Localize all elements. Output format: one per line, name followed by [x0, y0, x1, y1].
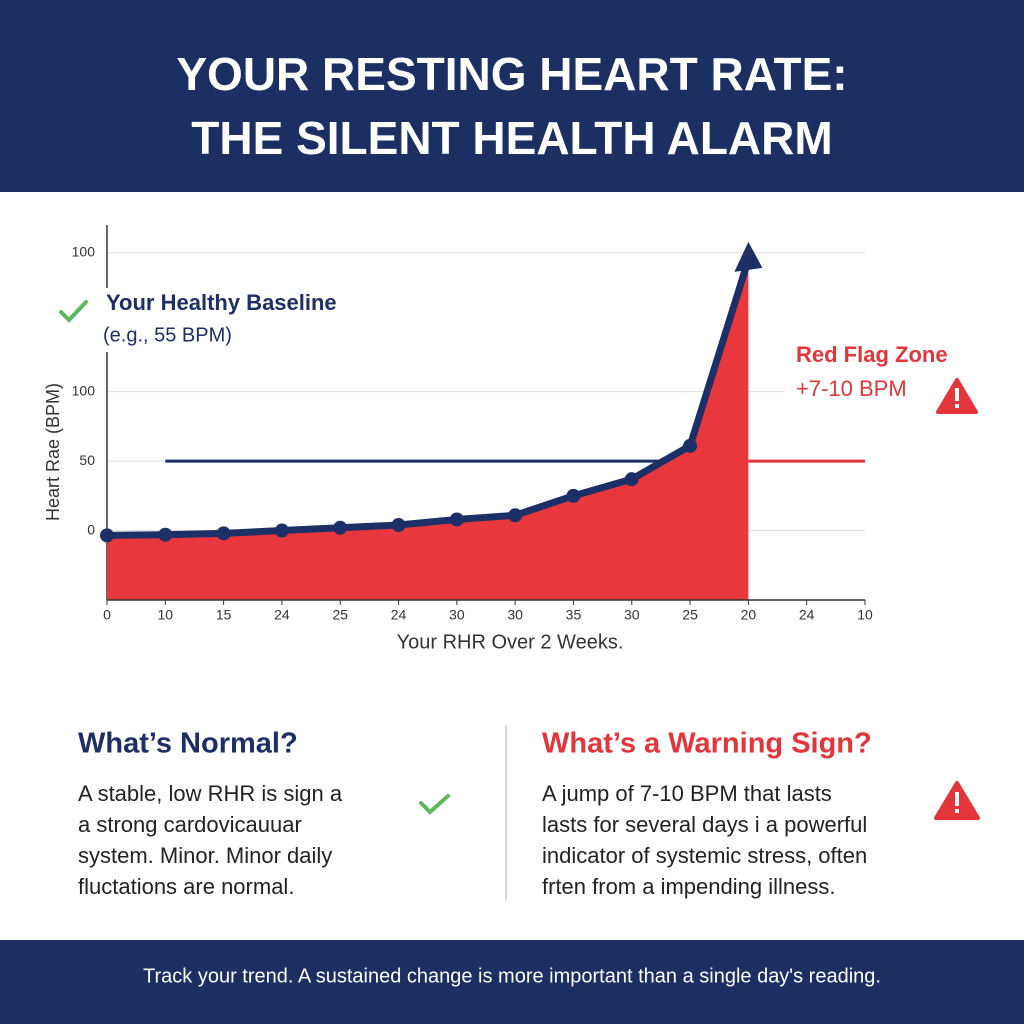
x-tick-label: 24: [799, 607, 815, 623]
x-tick-label: 25: [682, 607, 698, 623]
data-point: [508, 508, 523, 523]
section-text: A stable, low RHR is sign a: [78, 781, 343, 806]
x-tick-label: 24: [391, 607, 407, 623]
trend-line: [106, 258, 752, 539]
header-band: [0, 0, 1024, 192]
warning-icon: [934, 781, 980, 820]
annotation-text: +7-10 BPM: [796, 376, 907, 401]
section-text: system. Minor. Minor daily: [78, 843, 332, 868]
y-tick-label: 100: [72, 382, 96, 398]
x-tick-label: 24: [274, 607, 290, 623]
annotation-text: (e.g., 55 BPM): [103, 324, 232, 346]
x-tick-label: 10: [857, 607, 873, 623]
section-heading: What’s Normal?: [78, 728, 298, 760]
x-tick-label: 35: [566, 607, 582, 623]
data-point: [566, 488, 581, 503]
data-point: [158, 527, 173, 542]
y-axis-label: Heart Rae (BPM): [43, 383, 63, 521]
annotation-title: Red Flag Zone: [796, 342, 948, 367]
x-axis-label: Your RHR Over 2 Weeks.: [397, 631, 624, 653]
data-point: [274, 523, 289, 538]
check-icon: [59, 300, 88, 323]
x-tick-label: 0: [103, 607, 111, 623]
annotation-bg: [100, 288, 370, 352]
x-tick-label: 20: [741, 607, 757, 623]
footer-text: Track your trend. A sustained change is …: [143, 965, 881, 987]
y-tick-label: 50: [79, 452, 95, 468]
area-fill: [107, 245, 749, 601]
section-text: a strong cardovicauuar: [78, 812, 302, 837]
x-tick-label: 25: [332, 607, 348, 623]
section-text: lasts for several days i a powerful: [542, 812, 867, 837]
x-tick-label: 30: [449, 607, 465, 623]
title-line: THE SILENT HEALTH ALARM: [191, 112, 832, 164]
arrow-head: [734, 241, 763, 272]
section-text: indicator of systemic stress, often: [542, 843, 867, 868]
check-icon: [419, 794, 450, 815]
title-line: YOUR RESTING HEART RATE:: [176, 48, 847, 100]
data-point: [449, 512, 464, 527]
data-point: [391, 518, 406, 532]
x-tick-label: 30: [624, 607, 640, 623]
warning-icon: [936, 378, 978, 414]
section-text: frten from a impending illness.: [542, 874, 835, 899]
data-point: [683, 438, 698, 453]
annotation-title: Your Healthy Baseline: [106, 290, 337, 315]
y-tick-label: 0: [87, 521, 95, 537]
y-tick-label: 100: [72, 243, 96, 259]
section-text: A jump of 7-10 BPM that lasts: [542, 781, 832, 806]
x-tick-label: 10: [158, 607, 174, 623]
x-tick-label: 15: [216, 607, 232, 623]
footer-band: [0, 940, 1024, 1024]
data-point: [333, 520, 348, 535]
data-point: [624, 472, 639, 487]
warning-mark: [955, 404, 959, 408]
data-point: [216, 526, 231, 541]
section-text: fluctations are normal.: [78, 874, 294, 899]
x-tick-label: 30: [507, 607, 523, 623]
data-point: [100, 528, 114, 543]
section-heading: What’s a Warning Sign?: [542, 728, 872, 760]
warning-mark: [955, 388, 959, 401]
